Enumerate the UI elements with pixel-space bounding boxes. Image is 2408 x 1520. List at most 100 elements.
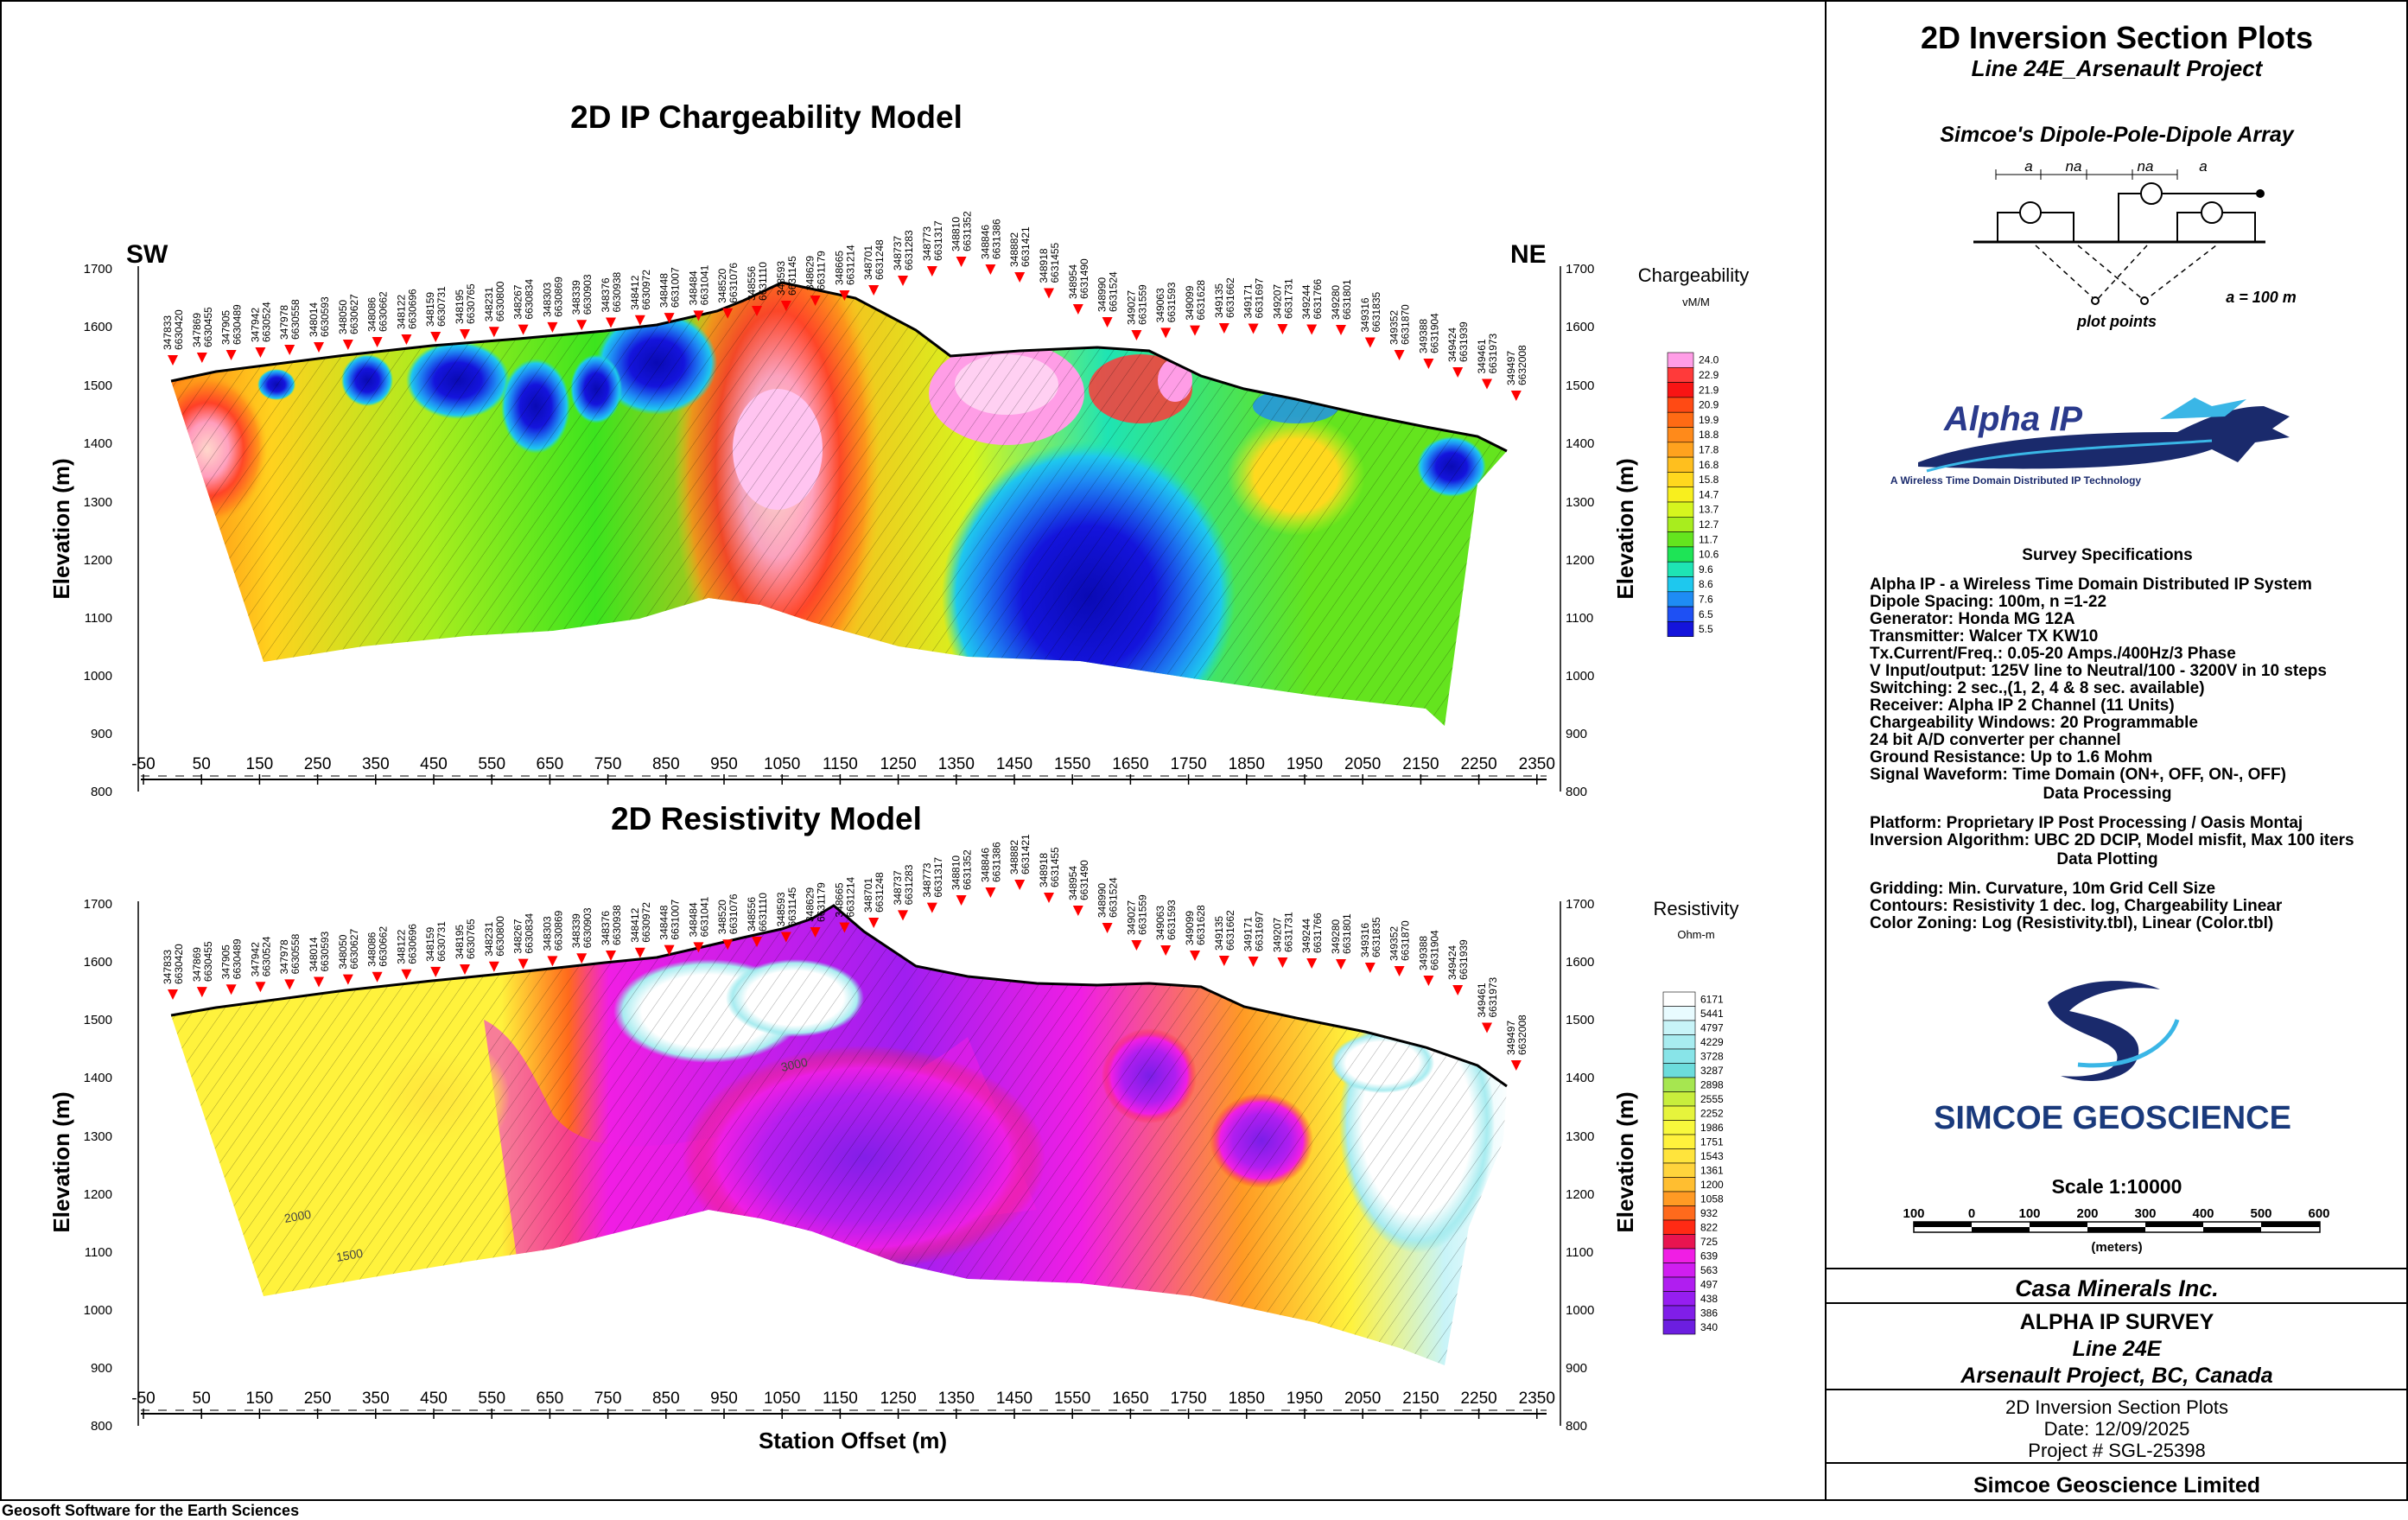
y-tick: 1100 bbox=[85, 1245, 112, 1260]
legend-value: 563 bbox=[1700, 1264, 1718, 1276]
chargeability-y-ticks-left: 1700 1600 1500 1400 1300 1200 1100 1000 … bbox=[84, 262, 112, 799]
station-label: 3490996631628 bbox=[1184, 280, 1207, 321]
x-tick: 1150 bbox=[823, 755, 858, 773]
station-label: 3493166631835 bbox=[1359, 291, 1382, 332]
spec-line: Chargeability Windows: 20 Programmable bbox=[1870, 714, 2198, 732]
station-label: 3479056630489 bbox=[220, 938, 244, 979]
legend-swatch bbox=[1662, 1276, 1696, 1292]
electrode-marker bbox=[518, 958, 529, 970]
company-name: Simcoe Geoscience Limited bbox=[1973, 1473, 2260, 1498]
electrode-marker bbox=[196, 987, 207, 998]
data-processing-heading: Data Processing bbox=[2043, 785, 2172, 803]
legend-value: 6171 bbox=[1700, 993, 1724, 1005]
x-tick: 1950 bbox=[1287, 755, 1323, 773]
station-label: 3485566631110 bbox=[746, 893, 769, 932]
station-label: 3479426630524 bbox=[249, 936, 272, 976]
legend-value: 2555 bbox=[1700, 1093, 1724, 1105]
resistivity-y-ticks-left: 1700 1600 1500 1400 1300 1200 1100 1000 … bbox=[84, 897, 112, 1434]
y-tick: 800 bbox=[1566, 1419, 1587, 1434]
station-label: 3483766630938 bbox=[600, 905, 623, 945]
legend-value: 932 bbox=[1700, 1207, 1718, 1219]
spec-line: Alpha IP - a Wireless Time Domain Distri… bbox=[1870, 576, 2312, 594]
resistivity-y-ticks-right: 1700 1600 1500 1400 1300 1200 1100 1000 … bbox=[1566, 897, 1594, 1434]
station-label: 3491356631662 bbox=[1213, 277, 1236, 318]
station-label: 3485566631110 bbox=[746, 262, 769, 301]
legend-swatch bbox=[1662, 1048, 1696, 1064]
electrode-marker bbox=[255, 347, 266, 358]
electrode-marker bbox=[1102, 317, 1113, 328]
plotting-line: Gridding: Min. Curvature, 10m Grid Cell … bbox=[1870, 880, 2216, 898]
electrode-marker bbox=[1072, 906, 1083, 916]
station-label: 3488826631421 bbox=[1008, 834, 1032, 874]
electrode-marker bbox=[956, 257, 967, 267]
station-label: 3488106631352 bbox=[950, 849, 974, 890]
x-tick: 450 bbox=[420, 755, 448, 773]
subtitle: Line 24E_Arsenault Project bbox=[1972, 55, 2264, 81]
station-label: 3488466631386 bbox=[979, 219, 1002, 259]
electrode-marker bbox=[255, 982, 266, 993]
y-tick: 1300 bbox=[1566, 1129, 1594, 1144]
legend-value: 10.6 bbox=[1699, 549, 1719, 561]
station-label: 3492806631801 bbox=[1330, 279, 1353, 320]
legend-value: 18.8 bbox=[1699, 429, 1719, 441]
electrode-marker bbox=[926, 902, 937, 913]
legend-value: 2252 bbox=[1700, 1107, 1724, 1119]
legend-swatch bbox=[1667, 472, 1694, 488]
scale-unit: (meters) bbox=[2091, 1240, 2142, 1255]
station-label: 3489546631490 bbox=[1067, 258, 1090, 299]
legend-swatch bbox=[1662, 1148, 1696, 1164]
plot-points-label: plot points bbox=[2076, 313, 2157, 330]
station-label: 3493166631835 bbox=[1359, 917, 1382, 957]
plot-date: Date: 12/09/2025 bbox=[2044, 1418, 2190, 1440]
electrode-marker bbox=[1482, 378, 1492, 390]
software-credit: Geosoft Software for the Earth Sciences bbox=[2, 1502, 300, 1519]
legend-value: 639 bbox=[1700, 1250, 1718, 1262]
chargeability-panel: 2D IP Chargeability Model SW NE bbox=[48, 99, 1749, 799]
station-label: 3484846631041 bbox=[687, 896, 710, 937]
electrode-marker bbox=[1510, 1060, 1522, 1071]
station-label: 3488826631421 bbox=[1008, 226, 1032, 267]
legend-swatch bbox=[1667, 487, 1694, 503]
legend-swatch bbox=[1667, 456, 1694, 473]
ne-label: NE bbox=[1510, 240, 1547, 269]
legend-swatch bbox=[1667, 411, 1694, 428]
y-tick: 1000 bbox=[84, 1303, 112, 1318]
legend-swatch bbox=[1662, 1020, 1696, 1035]
electrode-marker bbox=[196, 353, 207, 363]
station-label: 3482316630800 bbox=[483, 281, 506, 321]
legend-value: 9.6 bbox=[1699, 563, 1713, 576]
legend-swatch bbox=[1662, 1134, 1696, 1149]
electrode-marker bbox=[1131, 940, 1142, 951]
y-tick: 1500 bbox=[1566, 1013, 1594, 1027]
spec-line: Tx.Current/Freq.: 0.05-20 Amps./400Hz/3 … bbox=[1870, 645, 2236, 663]
x-tick: 1750 bbox=[1170, 755, 1206, 773]
x-tick: 2050 bbox=[1344, 1390, 1381, 1408]
electrode-marker bbox=[1218, 323, 1229, 334]
electrode-marker bbox=[168, 989, 178, 1000]
scale-tick: 400 bbox=[2192, 1206, 2214, 1221]
y-tick: 1600 bbox=[1566, 955, 1594, 970]
resistivity-electrode-markers bbox=[168, 880, 1522, 1071]
electrode-marker bbox=[985, 264, 996, 275]
x-tick: 950 bbox=[710, 755, 738, 773]
electrode-marker bbox=[810, 927, 821, 938]
legend-swatch bbox=[1667, 576, 1694, 593]
electrode-marker bbox=[752, 306, 762, 316]
x-tick: 1250 bbox=[880, 1390, 916, 1408]
station-label: 3483036630869 bbox=[541, 910, 564, 951]
electrode-marker bbox=[693, 942, 704, 953]
legend-swatch bbox=[1662, 1006, 1696, 1021]
scale-label: Scale 1:10000 bbox=[2052, 1175, 2182, 1198]
legend-swatch bbox=[1667, 397, 1694, 413]
y-tick: 1400 bbox=[84, 1071, 112, 1085]
title-block: 2D Inversion Section Plots Line 24E_Arse… bbox=[1890, 20, 2330, 1498]
x-tick: 1750 bbox=[1170, 1390, 1206, 1408]
legend-value: 11.7 bbox=[1699, 533, 1719, 545]
legend-value: 1543 bbox=[1700, 1150, 1724, 1162]
x-tick: 1550 bbox=[1054, 1390, 1090, 1408]
y-tick: 1000 bbox=[84, 669, 112, 684]
legend-value: 4797 bbox=[1700, 1021, 1724, 1033]
electrode-marker bbox=[956, 895, 967, 906]
array-label-na2: na bbox=[2138, 158, 2154, 175]
chargeability-color-legend: 24.0 22.9 21.9 20.9 19.9 18.8 17.8 16.8 15.8 14.7… bbox=[1667, 352, 1719, 638]
